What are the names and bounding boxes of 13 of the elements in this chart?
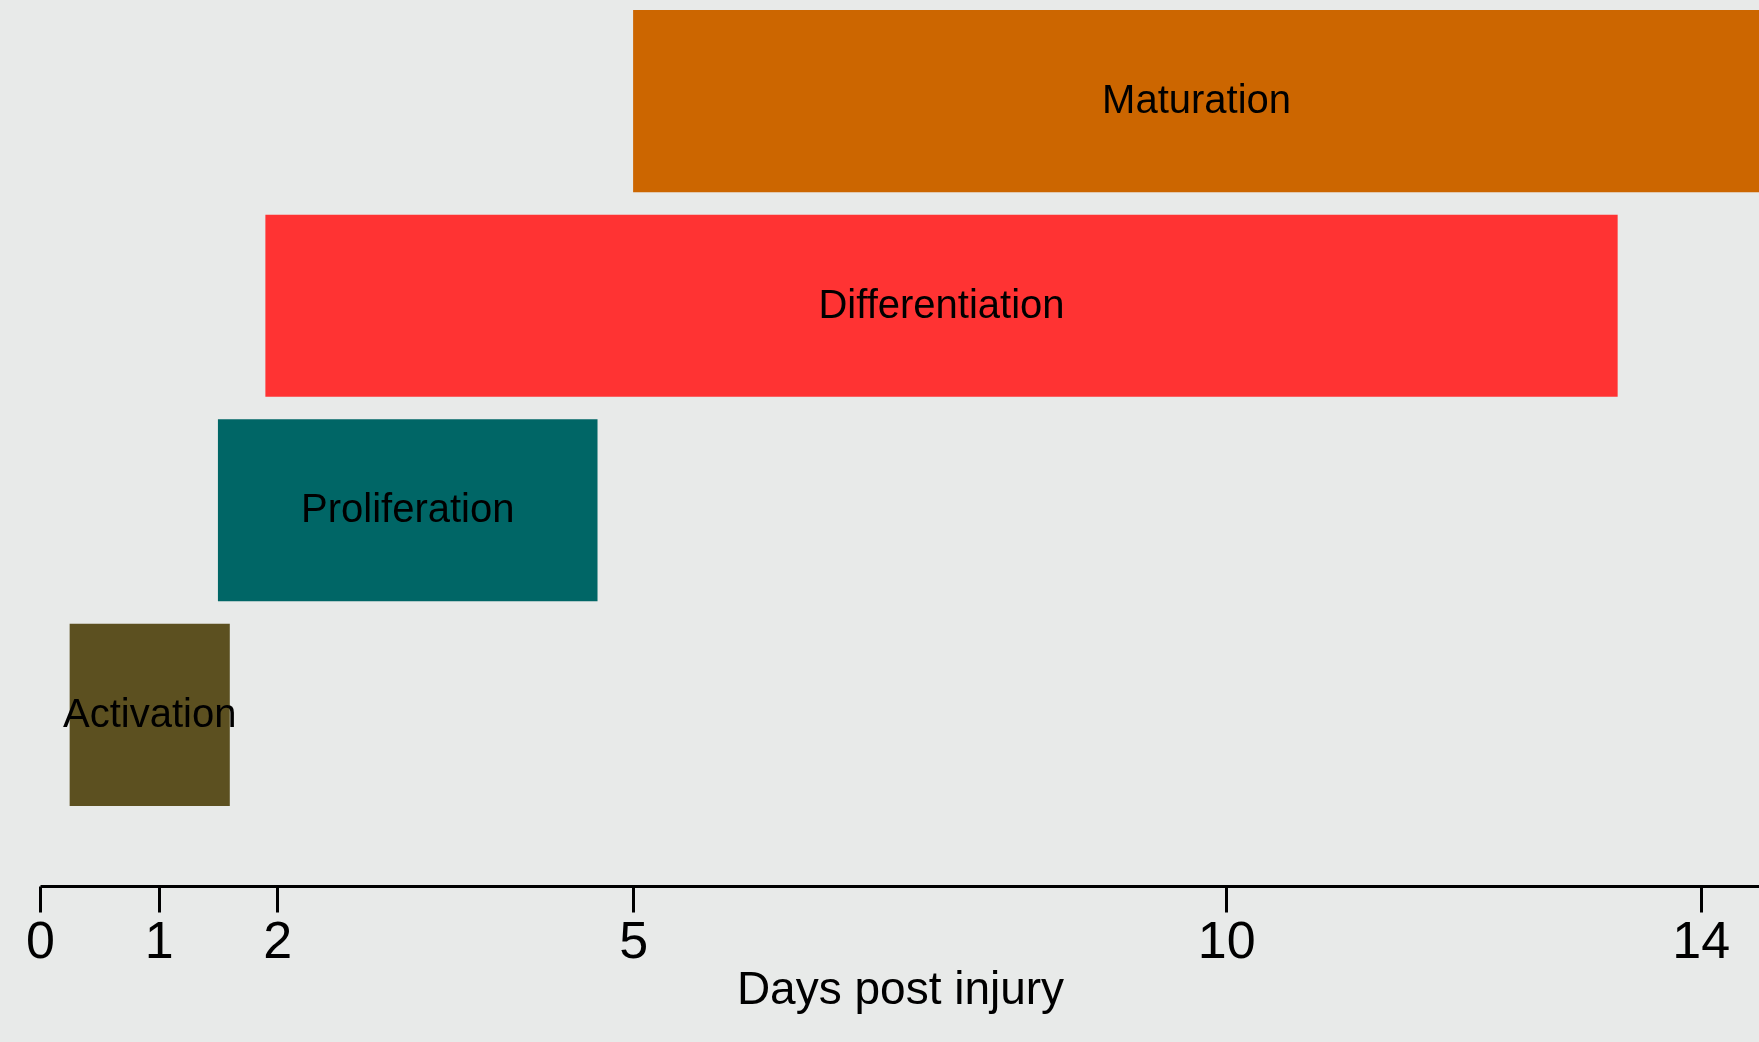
x-tick-label: 14 (1672, 910, 1731, 969)
x-axis-title: Days post injury (736, 961, 1065, 1014)
bar (217, 419, 598, 602)
x-tick-label: 2 (263, 910, 293, 969)
y-tick-label: Differentiation (818, 281, 1065, 326)
bar (633, 10, 1759, 193)
x-tick-label: 10 (1197, 910, 1256, 969)
bar (265, 214, 1618, 397)
x-tick-label: 1 (144, 910, 174, 969)
x-tick-label: 5 (619, 910, 649, 969)
x-tick-label: 0 (26, 910, 55, 969)
y-tick-label: Maturation (1102, 77, 1292, 122)
y-tick-label: Proliferation (301, 486, 515, 531)
